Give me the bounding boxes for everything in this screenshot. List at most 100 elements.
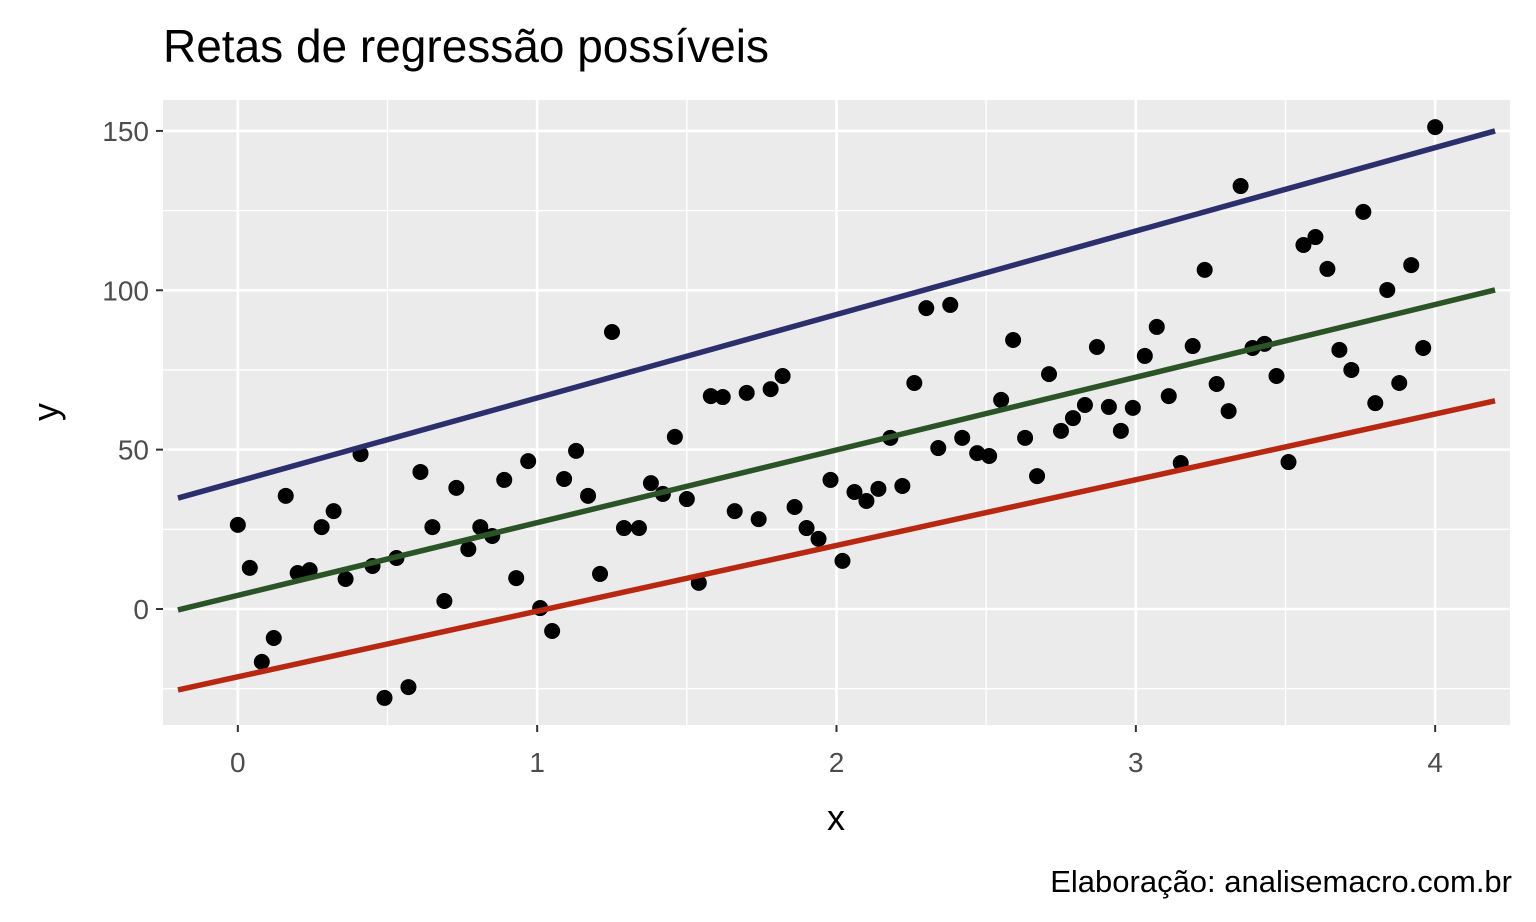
x-tick-label: 2 — [829, 747, 845, 778]
point — [568, 442, 585, 459]
y-tick-label: 150 — [102, 116, 149, 147]
point — [810, 530, 827, 547]
point — [846, 484, 863, 501]
point — [1100, 398, 1117, 415]
regression-line — [177, 398, 1496, 693]
y-tick-label: 100 — [102, 275, 149, 306]
point — [1184, 338, 1201, 355]
x-tick-label: 1 — [529, 747, 545, 778]
point — [1208, 375, 1225, 392]
point — [400, 679, 417, 696]
point — [762, 381, 779, 398]
point — [822, 471, 839, 488]
point — [1160, 388, 1177, 405]
point — [436, 593, 453, 610]
point — [714, 389, 731, 406]
point — [580, 487, 597, 504]
point — [642, 475, 659, 492]
point — [1041, 366, 1058, 383]
point — [1295, 237, 1312, 254]
point — [325, 503, 342, 520]
point — [918, 300, 935, 317]
point — [786, 498, 803, 515]
point — [1355, 203, 1372, 220]
point — [630, 520, 647, 537]
point — [1379, 281, 1396, 298]
point — [870, 480, 887, 497]
point — [1232, 178, 1249, 195]
point — [313, 519, 330, 536]
point — [858, 492, 875, 509]
point — [894, 477, 911, 494]
point — [969, 445, 986, 462]
point — [906, 375, 923, 392]
point — [738, 384, 755, 401]
point — [774, 368, 791, 385]
chart-title: Retas de regressão possíveis — [163, 20, 769, 72]
point — [666, 428, 683, 445]
regression-line — [177, 287, 1496, 613]
point — [942, 296, 959, 313]
point — [750, 511, 767, 528]
point — [1124, 399, 1141, 416]
point — [615, 520, 632, 537]
point — [472, 519, 489, 536]
point — [1391, 375, 1408, 392]
point — [1112, 422, 1129, 439]
point — [592, 565, 609, 582]
point — [520, 453, 537, 470]
point — [376, 689, 393, 706]
point — [448, 479, 465, 496]
point — [1415, 339, 1432, 356]
point — [424, 519, 441, 536]
point — [1343, 361, 1360, 378]
point — [508, 570, 525, 587]
point — [1088, 339, 1105, 356]
point — [1076, 397, 1093, 414]
point — [544, 622, 561, 639]
point — [412, 463, 429, 480]
point — [241, 559, 258, 576]
point — [1005, 331, 1022, 348]
point — [1403, 257, 1420, 274]
point — [981, 448, 998, 465]
point — [1017, 429, 1034, 446]
x-tick-label: 4 — [1427, 747, 1443, 778]
point — [993, 391, 1010, 408]
point — [834, 552, 851, 569]
point — [726, 503, 743, 520]
point — [1196, 261, 1213, 278]
x-tick-label: 0 — [230, 747, 246, 778]
point — [798, 520, 815, 537]
point — [678, 491, 695, 508]
point — [496, 471, 513, 488]
point — [1427, 119, 1444, 136]
point — [265, 629, 282, 646]
point — [289, 564, 306, 581]
point — [930, 440, 947, 457]
point — [1220, 403, 1237, 420]
point — [253, 653, 270, 670]
caption: Elaboração: analisemacro.com.br — [1050, 864, 1512, 899]
point — [702, 388, 719, 405]
point — [277, 487, 294, 504]
y-tick-label: 0 — [133, 594, 149, 625]
point — [1331, 341, 1348, 358]
point — [1148, 318, 1165, 335]
point — [1136, 347, 1153, 364]
point — [229, 516, 246, 533]
point — [1268, 368, 1285, 385]
regression-line — [177, 128, 1496, 501]
point — [1367, 395, 1384, 412]
point — [301, 562, 318, 579]
point — [604, 324, 620, 341]
y-tick-label: 50 — [118, 435, 149, 466]
point — [460, 541, 477, 558]
point — [1319, 260, 1336, 277]
point — [1064, 410, 1081, 427]
point — [1029, 468, 1046, 485]
point — [337, 571, 354, 588]
point — [1053, 422, 1069, 439]
x-tick-label: 3 — [1128, 747, 1144, 778]
